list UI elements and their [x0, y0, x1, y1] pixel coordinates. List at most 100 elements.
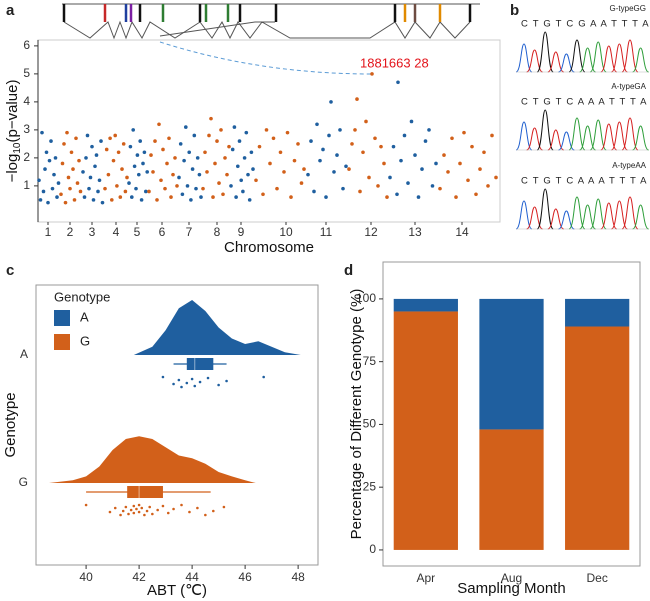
- snp-point: [446, 170, 450, 174]
- snp-point: [413, 153, 417, 157]
- snp-point: [321, 147, 325, 152]
- panel-label: a: [6, 2, 15, 19]
- snp-point: [82, 195, 87, 199]
- snp-point: [78, 189, 83, 194]
- box: [127, 486, 163, 498]
- snp-point: [213, 161, 217, 166]
- snp-point: [423, 139, 428, 143]
- snp-point: [478, 167, 482, 171]
- trace-peak: [526, 49, 543, 73]
- sequence: C T G T C G A A T T T A: [521, 19, 650, 30]
- snp-point: [52, 172, 56, 177]
- bar-segment: [565, 326, 630, 550]
- y-tick-label: 25: [363, 479, 377, 493]
- y-axis-title: Percentage of Different Genotype (%): [348, 289, 365, 540]
- trace-peak: [579, 204, 596, 230]
- snp-point: [69, 150, 74, 155]
- snp-point: [134, 186, 138, 191]
- snp-point: [138, 139, 142, 143]
- trace-peak: [536, 31, 554, 73]
- snp-point: [185, 184, 190, 188]
- snp-point: [242, 156, 247, 160]
- snp-point: [84, 156, 88, 160]
- snp-point: [144, 189, 148, 194]
- snp-point: [66, 175, 71, 180]
- raw-point: [108, 510, 112, 514]
- snp-point: [132, 164, 137, 169]
- snp-point: [486, 184, 490, 188]
- trace-peak: [547, 129, 565, 151]
- snp-point: [38, 198, 43, 202]
- snp-point: [85, 133, 90, 138]
- snp-point: [180, 192, 185, 197]
- snp-point: [56, 181, 61, 185]
- snp-point: [246, 172, 250, 177]
- trace-peak: [589, 41, 607, 73]
- panel-label: b: [510, 2, 519, 19]
- legend-swatch: [54, 334, 70, 350]
- snp-point: [47, 158, 52, 163]
- snp-point: [302, 167, 306, 171]
- snp-point: [157, 122, 161, 127]
- snp-point: [462, 130, 466, 135]
- snp-point: [62, 142, 66, 146]
- bar-segment: [479, 298, 544, 430]
- trace-peak: [568, 117, 586, 151]
- raw-point: [180, 503, 183, 507]
- snp-point: [292, 158, 297, 163]
- snp-point: [219, 128, 223, 132]
- snp-point: [53, 156, 58, 160]
- trace-peak: [600, 123, 618, 151]
- trace-peak: [611, 121, 628, 151]
- raw-point: [188, 510, 191, 514]
- snp-point: [376, 184, 380, 188]
- snp-point: [324, 195, 328, 199]
- raw-point: [129, 508, 133, 512]
- raw-point: [124, 505, 128, 509]
- snp-point: [139, 198, 144, 202]
- raw-point: [140, 506, 144, 510]
- snp-point: [173, 156, 177, 160]
- snp-point: [225, 172, 229, 177]
- snp-point: [171, 172, 175, 177]
- trace-peak: [611, 200, 628, 230]
- snp-point: [118, 195, 123, 199]
- snp-point: [41, 189, 46, 194]
- y-tick-label: G: [19, 475, 28, 489]
- snp-point: [91, 198, 96, 202]
- snp-point: [434, 161, 438, 166]
- snp-point: [399, 158, 403, 163]
- snp-point: [355, 97, 359, 101]
- trace-peak: [600, 202, 618, 230]
- snp-point: [97, 178, 102, 183]
- snp-point: [55, 195, 59, 199]
- snp-point: [59, 192, 63, 197]
- raw-point: [217, 383, 220, 387]
- annotation: 1881663 28: [360, 55, 429, 70]
- x-tick-label: 1: [45, 225, 52, 239]
- snp-point: [315, 122, 319, 127]
- trace-peak: [621, 196, 639, 230]
- legend-label: G: [80, 333, 90, 348]
- snp-point: [388, 175, 392, 180]
- snp-point: [127, 181, 131, 185]
- raw-point: [132, 504, 136, 508]
- x-tick-label: 3: [89, 225, 96, 239]
- y-tick-label: 1: [23, 178, 30, 192]
- raw-point: [137, 503, 141, 507]
- snp-point: [261, 192, 265, 197]
- trace-peak: [589, 198, 607, 230]
- snp-point: [121, 142, 126, 146]
- y-tick-label: 100: [356, 291, 376, 305]
- snp-point: [268, 161, 272, 166]
- snp-point: [87, 186, 91, 191]
- snp-point: [207, 133, 211, 138]
- snp-point: [458, 161, 462, 166]
- bar-segment: [393, 311, 458, 550]
- trace-peak: [611, 43, 628, 73]
- snp-point: [254, 178, 258, 183]
- snp-point: [71, 167, 75, 171]
- snp-point: [163, 186, 167, 191]
- snp-point: [77, 158, 81, 163]
